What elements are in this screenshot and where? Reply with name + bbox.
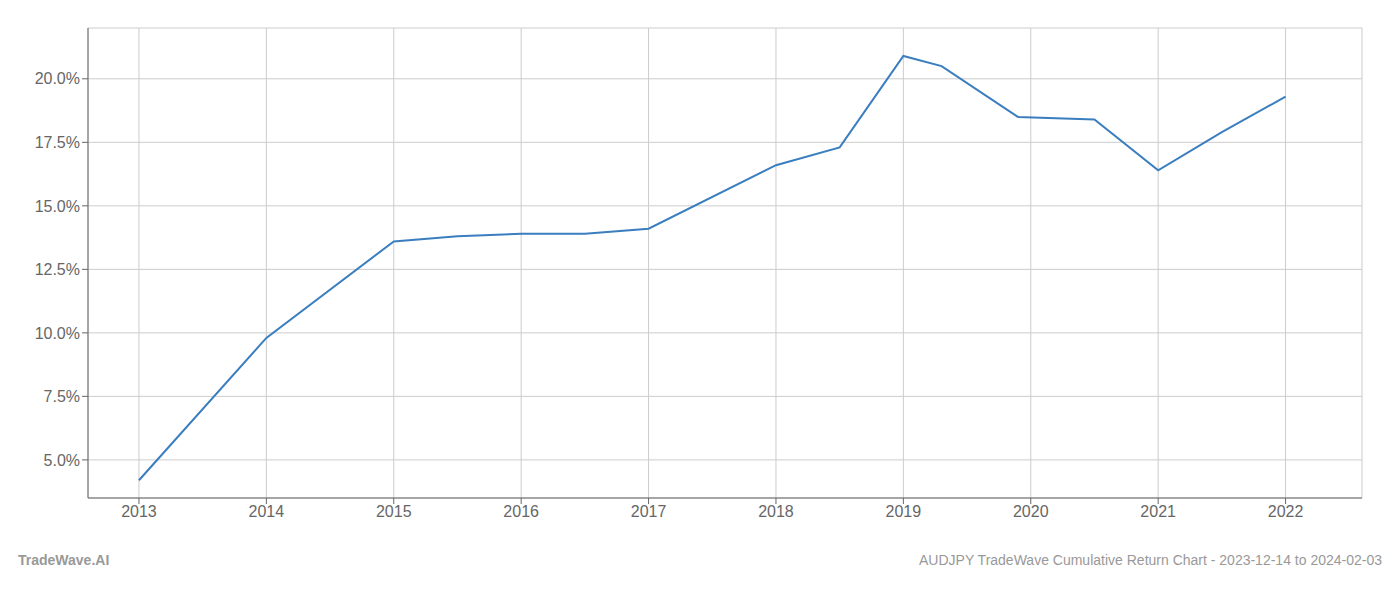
- svg-text:15.0%: 15.0%: [35, 198, 80, 215]
- svg-text:5.0%: 5.0%: [44, 452, 80, 469]
- svg-text:2019: 2019: [886, 503, 922, 520]
- svg-text:2014: 2014: [249, 503, 285, 520]
- svg-text:2017: 2017: [631, 503, 667, 520]
- svg-text:10.0%: 10.0%: [35, 325, 80, 342]
- svg-text:17.5%: 17.5%: [35, 134, 80, 151]
- svg-text:2015: 2015: [376, 503, 412, 520]
- svg-text:20.0%: 20.0%: [35, 70, 80, 87]
- svg-text:2020: 2020: [1013, 503, 1049, 520]
- svg-text:2021: 2021: [1140, 503, 1176, 520]
- html-text:TradeWave.AI: TradeWave.AI: [18, 552, 110, 568]
- svg-text:2016: 2016: [503, 503, 539, 520]
- svg-text:2013: 2013: [121, 503, 157, 520]
- svg-text:2018: 2018: [758, 503, 794, 520]
- html-text:AUDJPY TradeWave Cumulative Re: AUDJPY TradeWave Cumulative Return Chart…: [919, 552, 1382, 568]
- svg-text:7.5%: 7.5%: [44, 388, 80, 405]
- svg-text:2022: 2022: [1268, 503, 1304, 520]
- svg-text:12.5%: 12.5%: [35, 261, 80, 278]
